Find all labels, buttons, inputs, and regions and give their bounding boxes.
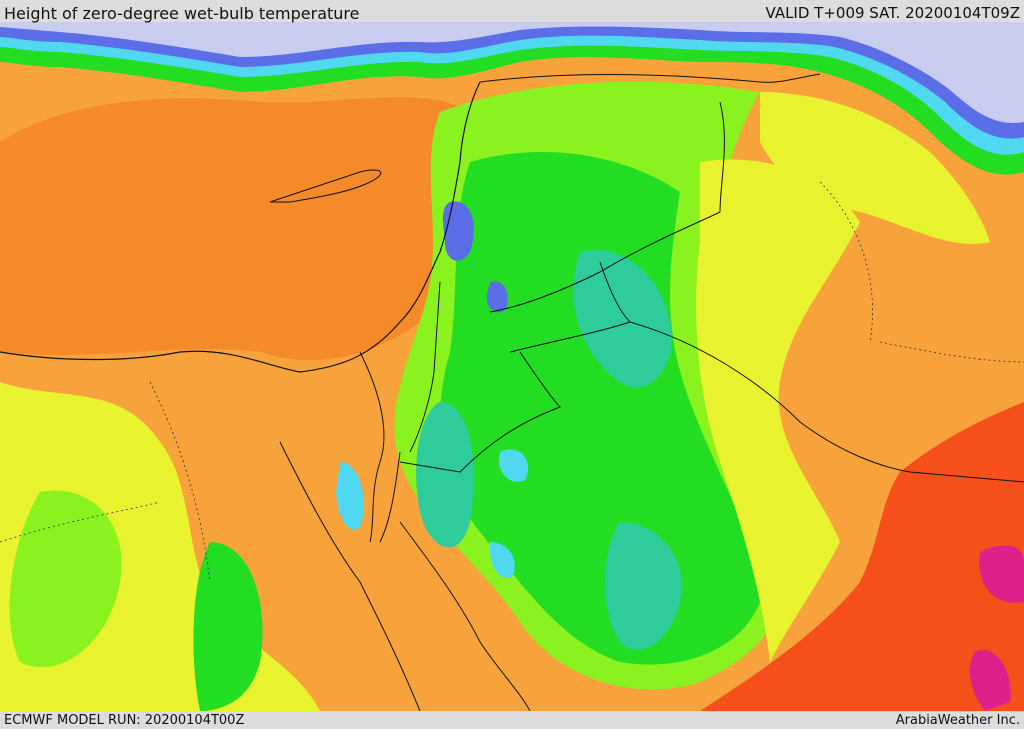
field-green-core — [440, 152, 760, 665]
map-header: Height of zero-degree wet-bulb temperatu… — [0, 0, 1024, 23]
band-lavender-north — [0, 22, 1024, 123]
dead-sea-line — [409, 281, 441, 453]
field-yellow-east — [696, 159, 860, 662]
dotted-admin-borders — [0, 181, 1024, 583]
weather-map[interactable] — [0, 22, 1024, 711]
cyprus-outline — [269, 169, 382, 203]
spot-saudi — [499, 449, 529, 482]
spot-jordan — [486, 281, 508, 313]
coastline-med — [0, 81, 481, 373]
field-lime-sw — [9, 490, 122, 668]
border-syria-iraq — [489, 101, 725, 313]
field-teal-2 — [605, 522, 682, 650]
credit-label: ArabiaWeather Inc. — [895, 713, 1020, 728]
field-magenta-2 — [969, 650, 1011, 711]
map-title: Height of zero-degree wet-bulb temperatu… — [4, 4, 360, 23]
field-yellow-ne — [760, 92, 990, 245]
red-sea-coast-west — [279, 441, 421, 711]
sinai-coast-west — [359, 351, 385, 543]
valid-time-label: VALID T+009 SAT. 20200104T09Z — [765, 4, 1020, 22]
border-iraq-saudi — [599, 261, 1024, 483]
spot-hejaz — [489, 542, 515, 578]
red-sea-coast-east — [399, 521, 531, 711]
border-turkey-syria — [479, 73, 821, 83]
field-magenta-1 — [979, 545, 1024, 603]
field-teal-3 — [416, 402, 474, 548]
field-teal-1 — [573, 250, 672, 388]
map-footer: ECMWF MODEL RUN: 20200104T00Z ArabiaWeat… — [0, 711, 1024, 729]
border-jordan-saudi — [399, 321, 631, 473]
model-run-label: ECMWF MODEL RUN: 20200104T00Z — [4, 713, 245, 728]
field-red-se — [700, 402, 1024, 711]
gulf-aqaba — [379, 451, 401, 543]
field-green-nile — [193, 542, 263, 711]
spot-sinai — [336, 462, 364, 530]
map-canvas — [0, 22, 1024, 711]
field-mediterranean — [0, 96, 470, 361]
spot-lebanon — [442, 201, 474, 261]
